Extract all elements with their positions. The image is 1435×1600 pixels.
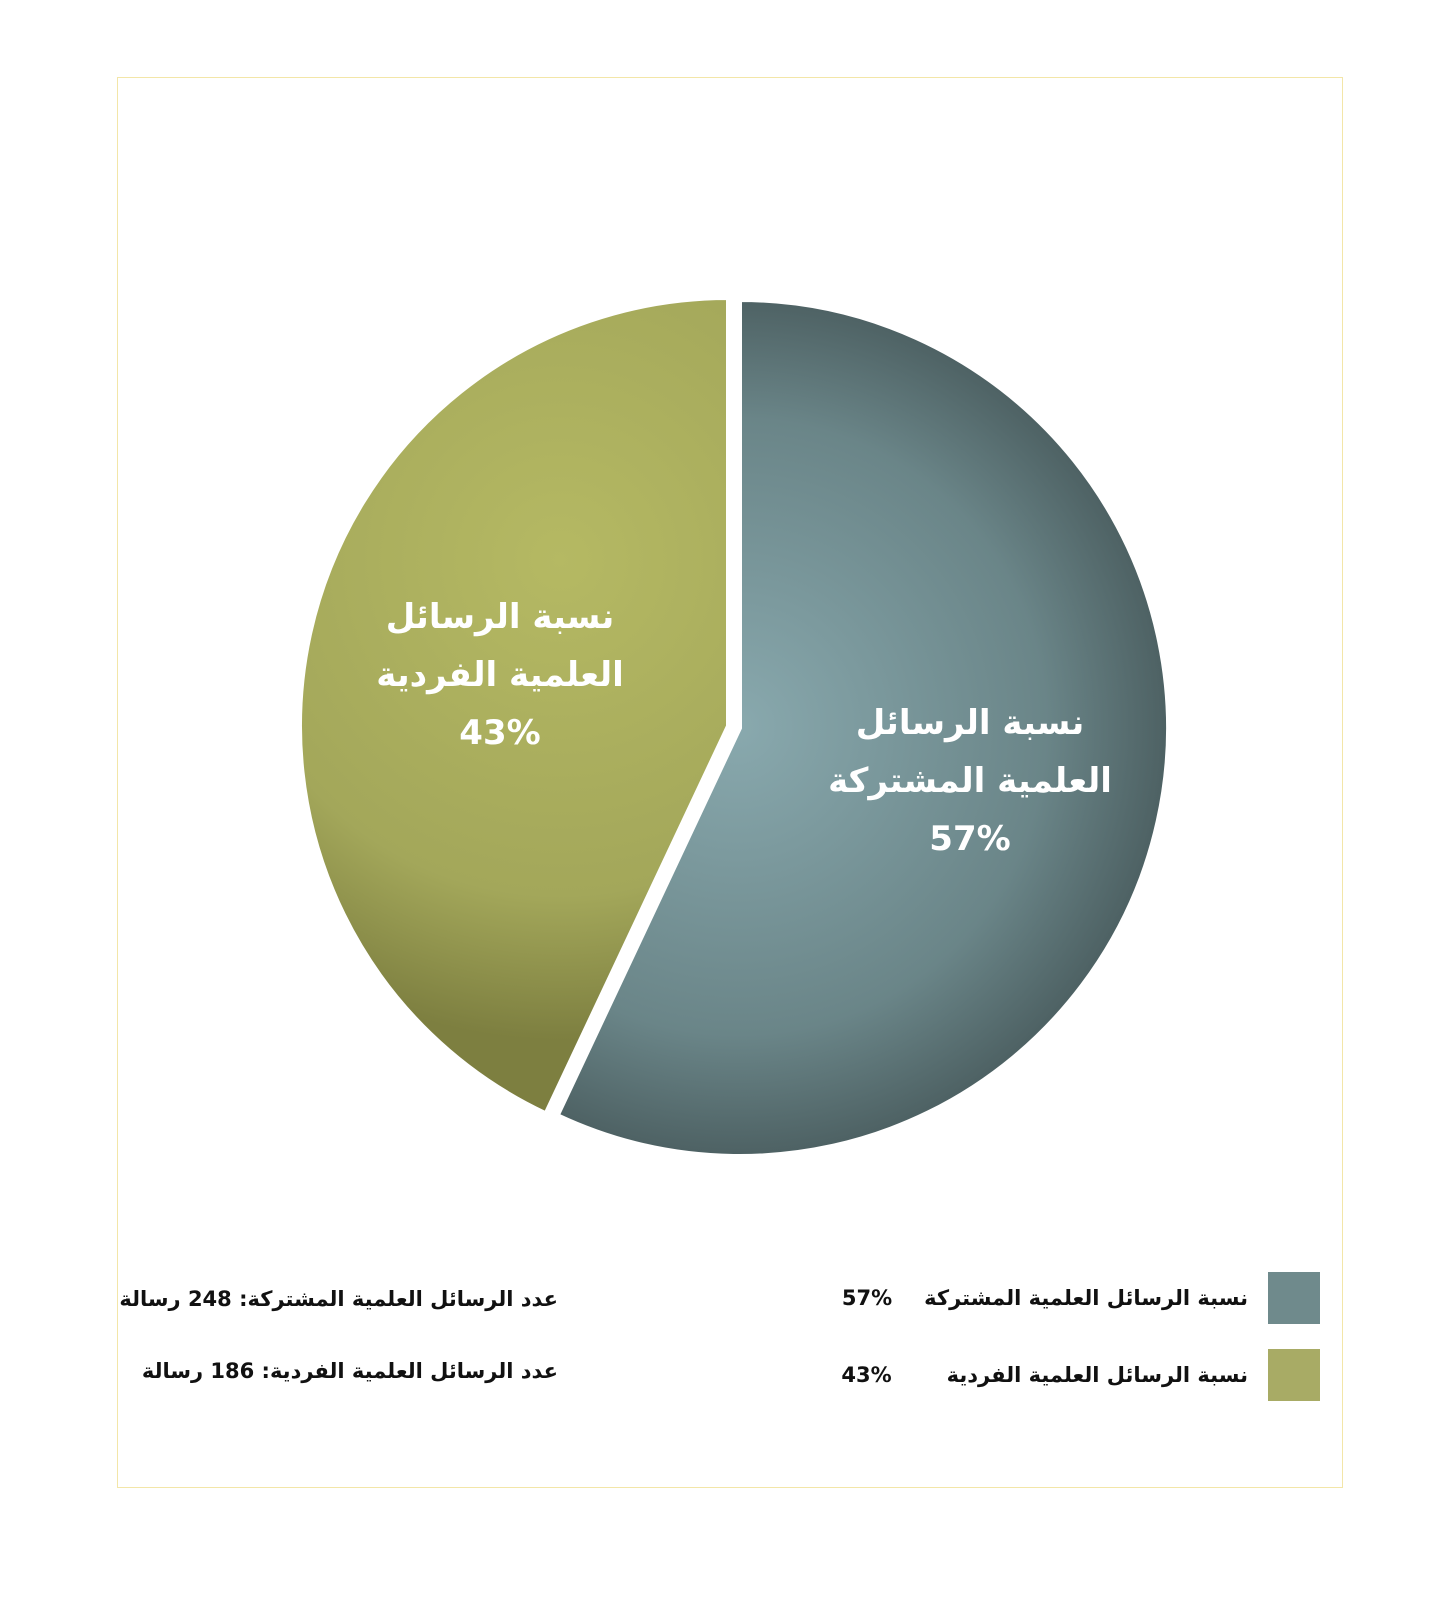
- count-joint: عدد الرسائل العلمية المشتركة: 248 رسالة: [119, 1287, 558, 1311]
- legend-pct: 43%: [841, 1363, 892, 1387]
- slice-label-line: العلمية الفردية: [376, 655, 624, 695]
- legend-item-individual: نسبة الرسائل العلمية الفردية 43%: [841, 1349, 1320, 1401]
- count-individual: عدد الرسائل العلمية الفردية: 186 رسالة: [141, 1359, 558, 1383]
- pie-slice-individual: [298, 295, 730, 1116]
- slice-label-individual: نسبة الرسائل العلمية الفردية 43%: [330, 588, 670, 762]
- pie-slice-joint: [555, 297, 1170, 1158]
- legend-swatch: [1268, 1272, 1320, 1324]
- slice-label-pct: 57%: [929, 819, 1011, 859]
- slice-label-pct: 43%: [459, 713, 541, 753]
- slice-label-line: نسبة الرسائل: [855, 703, 1085, 743]
- slice-label-joint: نسبة الرسائل العلمية المشتركة 57%: [800, 694, 1140, 868]
- slice-label-line: العلمية المشتركة: [828, 761, 1112, 801]
- legend-label: نسبة الرسائل العلمية المشتركة: [924, 1286, 1248, 1310]
- chart-frame: [117, 77, 1343, 1488]
- legend-item-joint: نسبة الرسائل العلمية المشتركة 57%: [842, 1272, 1320, 1324]
- slice-label-line: نسبة الرسائل: [385, 597, 615, 637]
- legend-pct: 57%: [841, 1286, 893, 1310]
- legend-label: نسبة الرسائل العلمية الفردية: [946, 1363, 1248, 1387]
- legend-swatch: [1268, 1349, 1320, 1401]
